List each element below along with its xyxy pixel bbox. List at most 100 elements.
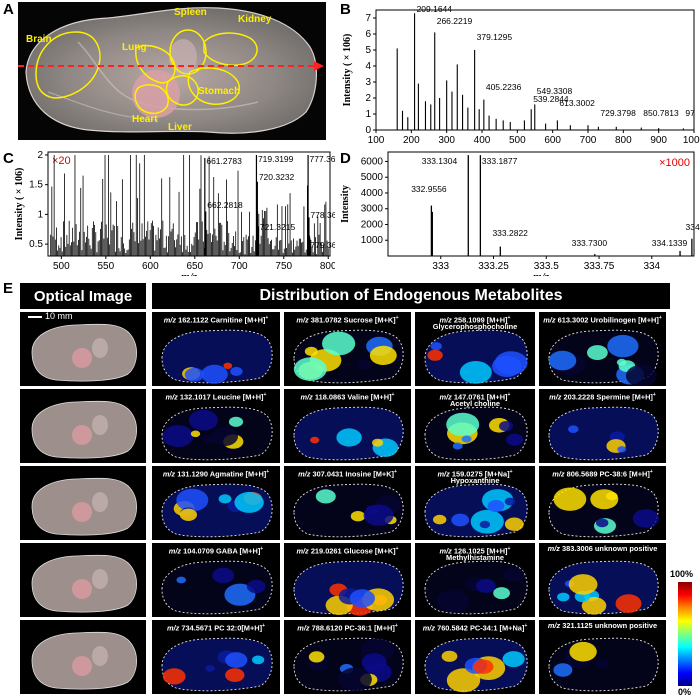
panel-a-label: A	[3, 1, 14, 18]
metabolite-label: m/z 203.2228 Spermine [M+H]+	[539, 391, 666, 401]
metabolite-name: 613.3002 Urobilinogen [M+H]	[557, 315, 659, 325]
panel-b-xtick-label: 300	[438, 135, 455, 146]
mz-prefix: m/z	[437, 469, 452, 479]
panel-b-peak-label: 729.3798	[600, 108, 636, 118]
metabolite-name: 806.5689 PC-38:6 [M+H]	[566, 469, 650, 479]
optical-image-row-5	[20, 620, 146, 694]
panel-b-xtick-label: 200	[403, 135, 420, 146]
panel-d-peak-label: 332.9556	[411, 184, 447, 194]
panel-b-ytick-label: 6	[365, 29, 371, 40]
panel-c-xtick-label: 500	[53, 261, 70, 272]
metabolite-label: m/z 104.0709 GABA [M+H]+	[152, 545, 280, 555]
metabolite-name: 132.1017 Leucine [M+H]	[179, 392, 264, 402]
optical-image-row-3	[20, 466, 146, 540]
metabolite-image-r1-c1: m/z 162.1122 Carnitine [M+H]+	[152, 312, 280, 386]
panel-b-xtick-label: 500	[509, 135, 526, 146]
panel-c-ytick-label: 1.5	[29, 180, 43, 191]
metabolite-name-line2: Acetyl choline	[449, 399, 501, 408]
panel-c-peak-label: 720.3232	[259, 172, 295, 182]
charge-superscript: +	[394, 469, 397, 475]
panel-b-ytick-label: 3	[365, 77, 371, 88]
panel-d-xlabel: m/z	[533, 271, 550, 276]
mz-prefix: m/z	[296, 315, 311, 325]
panel-c-peak-label: 778.36	[310, 210, 335, 220]
panel-c-xtick-label: 800	[320, 261, 335, 272]
panel-b-peak-label: 539.2844	[533, 94, 569, 104]
mz-prefix: m/z	[439, 392, 454, 402]
metabolite-name: 126.1025 [M+H]	[453, 546, 508, 556]
mz-prefix: m/z	[547, 544, 563, 553]
metabolite-name: 159.0275 [M+Na]	[451, 469, 510, 479]
charge-superscript: +	[391, 392, 395, 398]
metabolite-name: 162.1122 Carnitine [M+H]	[178, 315, 266, 325]
optical-image-row-4	[20, 543, 146, 617]
panel-c-xtick-label: 700	[231, 261, 248, 272]
charge-superscript: +	[652, 392, 656, 398]
colorbar-max-label: 100%	[670, 569, 694, 579]
panel-b-peak-label: 405.2236	[486, 82, 522, 92]
panel-d-mass-spectrum: 333 333.25 333.5 333.75 334 1000 2000 3000 4000 5…	[340, 151, 700, 276]
panel-c-ytick-label: 2	[37, 150, 43, 161]
metabolite-name: 258.1099 [M+H]	[453, 315, 508, 325]
panel-d-xtick-label: 334	[643, 261, 660, 272]
panel-d-ytick-label: 6000	[361, 156, 384, 167]
metabolite-image-r2-c3: m/z 147.0761 [M+H]+ Acetyl choline	[415, 389, 535, 463]
colorbar	[678, 582, 692, 686]
mz-prefix: m/z	[296, 546, 311, 556]
organ-label-heart: Heart	[132, 114, 158, 125]
mz-prefix: m/z	[297, 623, 312, 633]
panel-b-ytick-label: 5	[365, 45, 371, 56]
panel-d-ylabel: Intensity	[340, 185, 351, 223]
panel-c-ylabel: Intensity ( × 106)	[14, 168, 25, 241]
panel-d-peak-label: 333.2822	[492, 228, 528, 238]
metabolite-image-r2-c1: m/z 132.1017 Leucine [M+H]+	[152, 389, 280, 463]
charge-superscript: +	[260, 546, 264, 552]
panel-d-peak-label: 334.1339	[652, 238, 688, 248]
panel-b-ytick-label: 1	[365, 109, 371, 120]
panel-b-xtick-label: 1000	[683, 135, 700, 146]
metabolite-name-line2: Glycerophosphocholine	[432, 322, 518, 331]
panel-b-xlabel: m/z	[527, 146, 544, 148]
panel-c-peak-label: 777.36	[310, 154, 335, 164]
metabolite-label: m/z 219.0261 Glucose [M+K]+	[284, 545, 411, 555]
mz-prefix: m/z	[163, 315, 179, 325]
metabolite-name: 760.5842 PC-34:1 [M+Na]	[437, 623, 525, 633]
metabolite-image-r2-c4: m/z 203.2228 Spermine [M+H]+	[539, 389, 666, 463]
organ-label-spleen: Spleen	[174, 7, 207, 18]
mz-prefix: m/z	[166, 623, 182, 633]
charge-superscript: +	[265, 315, 269, 321]
scale-bar-label: 10 mm	[45, 311, 73, 321]
panel-c-peak-label: 779.36	[310, 240, 335, 250]
panel-b-peak-label: 549.3308	[537, 86, 573, 96]
metabolite-image-r3-c3: m/z 159.0275 [M+Na]+ Hypoxanthine	[415, 466, 535, 540]
metabolite-label: m/z 760.5842 PC-34:1 [M+Na]+	[415, 622, 535, 632]
charge-superscript: +	[658, 315, 662, 321]
panel-c-axes	[47, 151, 331, 257]
panel-c-mass-spectrum: 500 550 600 650 700 750 800 0.5 1 1.5 2 m/z Intensit…	[14, 150, 335, 276]
metabolite-image-r3-c4: m/z 806.5689 PC-38:6 [M+H]+	[539, 466, 666, 540]
metabolite-name-line2: Hypoxanthine	[450, 476, 500, 485]
charge-superscript: +	[394, 623, 398, 629]
panel-b-mass-spectrum: 100 200 300 400 500 600 700 800 900 1000 0 1 2 3 4 5 6 7 m…	[342, 4, 700, 148]
panel-d-peak-label: 333.1877	[482, 156, 518, 166]
metabolite-name: 734.5671 PC 32:0[M+H]	[181, 623, 263, 633]
charge-superscript: +	[266, 469, 270, 475]
panel-b-ytick-label: 2	[365, 93, 371, 104]
metabolite-image-r5-c2: m/z 788.6120 PC-36:1 [M+H]+	[284, 620, 411, 694]
metabolite-image-r4-c4: m/z 383.3006 unknown positive	[539, 543, 666, 617]
metabolite-image-r4-c3: m/z 126.1025 [M+H]+ Methylhistamine	[415, 543, 535, 617]
mz-prefix: m/z	[300, 392, 315, 402]
panel-d-xtick-label: 333.75	[584, 261, 615, 272]
metabolite-name: 219.0261 Glucose [M+K]	[310, 546, 396, 556]
panel-c-xtick-label: 650	[186, 261, 203, 272]
metabolite-name: 321.1125 unknown positive	[562, 621, 658, 630]
optical-image-header: Optical Image	[20, 283, 146, 309]
metabolite-label: m/z 147.0761 [M+H]+	[415, 391, 535, 401]
mz-prefix: m/z	[422, 623, 438, 633]
panel-c-xtick-label: 750	[275, 261, 292, 272]
panel-b-xtick-label: 100	[368, 135, 385, 146]
panel-d-magnification: ×1000	[659, 157, 690, 169]
metabolite-name: 118.0863 Valine [M+H]	[314, 392, 392, 402]
panel-c-xlabel: m/z	[181, 271, 198, 276]
mz-prefix: m/z	[547, 621, 563, 630]
